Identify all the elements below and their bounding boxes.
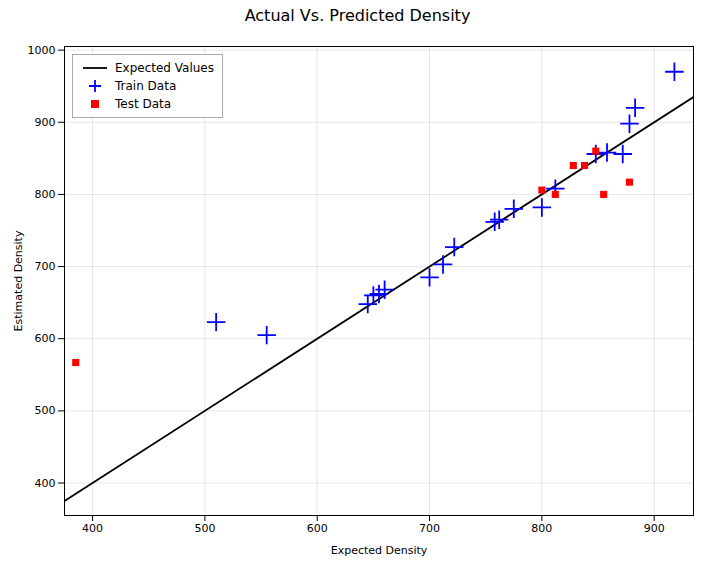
- svg-text:Expected Density: Expected Density: [331, 544, 428, 557]
- svg-text:500: 500: [194, 522, 215, 535]
- html-text:Test Data: Test Data: [115, 97, 172, 111]
- svg-text:900: 900: [35, 116, 56, 129]
- html-text:Expected Values: Expected Values: [115, 61, 214, 75]
- svg-text:600: 600: [307, 522, 328, 535]
- svg-text:500: 500: [35, 404, 56, 417]
- svg-text:400: 400: [82, 522, 103, 535]
- svg-text:800: 800: [531, 522, 552, 535]
- svg-text:600: 600: [35, 332, 56, 345]
- svg-text:700: 700: [419, 522, 440, 535]
- svg-text:700: 700: [35, 260, 56, 273]
- svg-text:1000: 1000: [28, 44, 56, 57]
- svg-text:Estimated Density: Estimated Density: [12, 230, 25, 331]
- svg-text:800: 800: [35, 188, 56, 201]
- svg-text:900: 900: [644, 522, 665, 535]
- svg-text:400: 400: [35, 477, 56, 490]
- html-text:Train Data: Train Data: [115, 79, 177, 93]
- html-text:Actual Vs. Predicted Density: Actual Vs. Predicted Density: [244, 6, 471, 25]
